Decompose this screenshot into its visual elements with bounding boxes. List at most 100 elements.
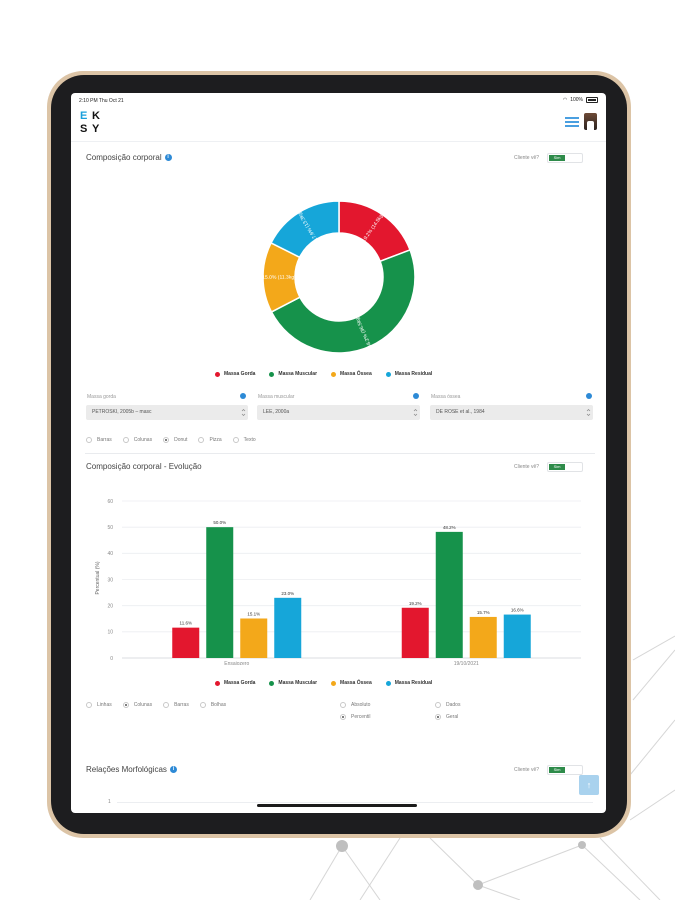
- home-indicator[interactable]: [257, 804, 417, 807]
- radio-dados[interactable]: Dados: [435, 702, 460, 708]
- radio-circle: [122, 437, 129, 443]
- client-view-label: Cliente vê?: [514, 155, 540, 161]
- bar[interactable]: [401, 607, 429, 658]
- x-tick-label: 19/10/2021: [454, 661, 479, 667]
- avatar[interactable]: [584, 113, 597, 130]
- legend-label: Massa Gorda: [224, 680, 256, 686]
- radio-label: Texto: [243, 437, 256, 443]
- legend-swatch: [215, 371, 220, 377]
- hamburger-menu-icon[interactable]: [565, 117, 579, 127]
- info-icon[interactable]: [586, 393, 592, 399]
- client-view-toggle[interactable]: Sim: [547, 153, 584, 163]
- bar[interactable]: [274, 597, 302, 658]
- y-tick-label: 50: [107, 525, 113, 531]
- select-massa-muscular[interactable]: LEE, 2000a: [257, 405, 420, 420]
- toggle-on-label: Sim: [549, 767, 566, 773]
- bar[interactable]: [172, 627, 200, 658]
- radio-label: Absoluto: [351, 702, 371, 708]
- radio-colunas[interactable]: Colunas: [122, 702, 152, 708]
- legend-item[interactable]: Massa Óssea: [331, 680, 372, 686]
- legend-label: Massa Óssea: [340, 680, 372, 686]
- radio-donut[interactable]: Donut: [163, 437, 187, 443]
- radio-label: Barras: [174, 702, 189, 708]
- legend-item[interactable]: Massa Muscular: [269, 371, 317, 377]
- x-tick-label: Ensaiozero: [224, 661, 249, 667]
- y-tick-label: 40: [107, 551, 113, 557]
- bar[interactable]: [503, 614, 531, 658]
- toggle-on-label: Sim: [549, 464, 566, 470]
- legend-swatch: [331, 371, 337, 377]
- logo-letter: K: [92, 110, 100, 122]
- chevron-updown-icon: [586, 409, 591, 416]
- toggle-on-label: Sim: [549, 155, 566, 161]
- bar[interactable]: [206, 527, 234, 658]
- radio-barras[interactable]: Barras: [86, 437, 112, 443]
- legend-swatch: [385, 680, 391, 686]
- legend-item[interactable]: Massa Gorda: [215, 680, 255, 686]
- radio-bolhas[interactable]: Bolhas: [199, 702, 226, 708]
- radio-barras[interactable]: Barras: [163, 702, 189, 708]
- select-massa-ossea[interactable]: DE ROSE et al., 1984: [430, 405, 593, 420]
- info-icon[interactable]: i: [169, 766, 177, 774]
- radio-absoluto[interactable]: Absoluto: [340, 702, 370, 708]
- legend-swatch: [331, 680, 337, 686]
- radio-circle: [199, 702, 206, 708]
- legend-swatch: [385, 371, 391, 377]
- y-tick-label: 20: [107, 603, 113, 609]
- bar[interactable]: [469, 616, 497, 658]
- donut-legend: Massa Gorda Massa Muscular Massa Óssea M…: [215, 371, 432, 377]
- radio-colunas[interactable]: Colunas: [122, 437, 152, 443]
- bar[interactable]: [435, 531, 463, 658]
- radio-percentil[interactable]: Percentil: [340, 714, 370, 720]
- radio-circle: [86, 702, 92, 708]
- radio-geral[interactable]: Geral: [435, 714, 458, 720]
- donut-slice[interactable]: [270, 248, 416, 354]
- radio-texto[interactable]: Texto: [232, 437, 256, 443]
- client-view-toggle-row: Cliente vê? Sim: [514, 153, 584, 163]
- donut-slice[interactable]: [270, 200, 340, 259]
- radio-linhas[interactable]: Linhas: [86, 702, 112, 708]
- scroll-to-top-button[interactable]: ↑: [579, 775, 599, 795]
- radio-label: Barras: [97, 437, 112, 443]
- app-logo[interactable]: E K S Y: [80, 110, 104, 136]
- bar[interactable]: [240, 618, 268, 658]
- field-label-massa-gorda: Massa gorda: [87, 394, 116, 400]
- legend-label: Massa Residual: [394, 371, 433, 377]
- select-value: LEE, 2000a: [263, 409, 290, 415]
- legend-item[interactable]: Massa Residual: [385, 680, 432, 686]
- legend-swatch: [215, 680, 220, 686]
- radio-circle: [435, 714, 441, 720]
- logo-letter: Y: [92, 123, 100, 135]
- legend-item[interactable]: Massa Muscular: [269, 680, 317, 686]
- status-bar: 2:10 PM Thu Oct 21 ◠ 100%: [71, 93, 606, 109]
- arrow-up-icon: ↑: [586, 780, 592, 790]
- legend-swatch: [269, 680, 275, 686]
- radio-label: Percentil: [351, 714, 371, 720]
- y-tick-label: 30: [107, 577, 113, 583]
- radio-circle: [198, 437, 205, 443]
- legend-item[interactable]: Massa Gorda: [215, 371, 255, 377]
- y-tick-label: 0: [110, 656, 113, 662]
- radio-pizza[interactable]: Pizza: [198, 437, 222, 443]
- bar-data-label: 19.2%: [409, 601, 422, 606]
- legend-item[interactable]: Massa Residual: [385, 371, 433, 377]
- radio-circle: [86, 437, 92, 443]
- client-view-toggle[interactable]: Sim: [547, 765, 584, 775]
- radio-circle: [340, 714, 346, 720]
- field-label-massa-ossea: Massa óssea: [431, 394, 461, 400]
- client-view-toggle-row: Cliente vê? Sim: [514, 462, 584, 472]
- info-icon[interactable]: [413, 393, 419, 399]
- legend-item[interactable]: Massa Óssea: [331, 371, 372, 377]
- radio-circle: [163, 702, 170, 708]
- info-icon[interactable]: i: [164, 154, 172, 162]
- select-massa-gorda[interactable]: PETROSKI, 2005b – masc: [86, 405, 248, 420]
- app-screen: 2:10 PM Thu Oct 21 ◠ 100% E K S Y Compos…: [71, 93, 606, 813]
- header-divider: [71, 141, 606, 142]
- legend-label: Massa Muscular: [278, 371, 318, 377]
- select-value: PETROSKI, 2005b – masc: [92, 409, 152, 415]
- info-icon[interactable]: [240, 393, 246, 399]
- client-view-toggle[interactable]: Sim: [547, 462, 584, 472]
- bar-data-label: 15.1%: [247, 611, 260, 616]
- chevron-updown-icon: [413, 409, 418, 416]
